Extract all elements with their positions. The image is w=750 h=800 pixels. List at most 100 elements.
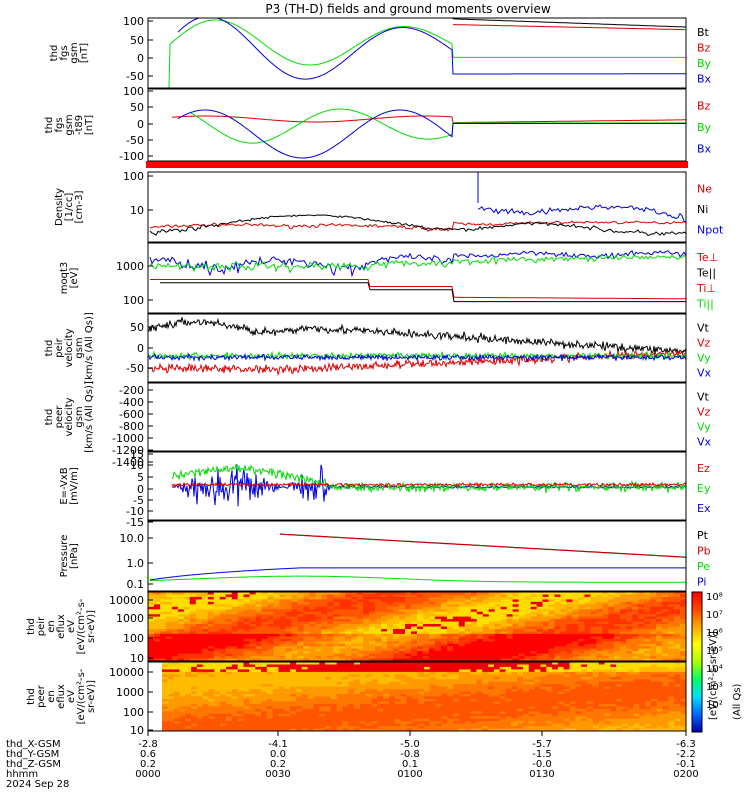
heat-cell xyxy=(602,611,609,615)
heat-cell xyxy=(614,656,621,660)
heat-cell xyxy=(482,643,490,647)
heat-cell xyxy=(424,684,431,688)
heat-cell xyxy=(225,643,233,647)
heat-cell xyxy=(351,604,358,608)
heat-cell xyxy=(632,604,639,608)
heat-cell xyxy=(440,619,448,623)
heat-cell xyxy=(171,646,179,650)
heat-cell xyxy=(255,636,263,640)
heat-cell xyxy=(162,662,169,666)
ytick-label: -100 xyxy=(119,150,144,163)
heat-cell xyxy=(557,684,565,688)
heat-cell xyxy=(345,629,352,633)
heat-cell xyxy=(476,681,483,685)
ytick-label: 0 xyxy=(137,118,144,131)
heat-cell xyxy=(546,676,553,680)
heat-cell xyxy=(171,624,179,628)
heat-cell xyxy=(255,699,262,703)
heat-cell xyxy=(592,684,600,688)
heat-cell xyxy=(183,592,191,596)
ytick-label: -1000 xyxy=(112,432,144,445)
heat-cell xyxy=(500,606,508,610)
heat-cell xyxy=(290,726,297,730)
heat-cell xyxy=(528,726,536,730)
heat-cell xyxy=(348,671,355,675)
heat-cell xyxy=(196,662,204,666)
heat-cell xyxy=(195,611,203,615)
heat-cell xyxy=(542,621,550,625)
heat-cell xyxy=(375,641,382,645)
heat-cell xyxy=(319,703,326,707)
heat-cell xyxy=(405,626,412,630)
heat-cell xyxy=(435,691,442,695)
heat-cell xyxy=(584,614,591,618)
heat-cell xyxy=(411,653,418,657)
heat-cell xyxy=(411,621,418,625)
heat-cell xyxy=(226,718,233,722)
heat-cell xyxy=(598,686,606,690)
heat-cell xyxy=(596,658,603,661)
heat-cell xyxy=(530,658,538,661)
heat-cell xyxy=(566,629,573,633)
heat-cell xyxy=(644,656,651,660)
heat-cell xyxy=(596,641,603,645)
heat-cell xyxy=(453,679,460,683)
heat-cell xyxy=(303,648,310,652)
heat-cell xyxy=(411,638,418,642)
heat-cell xyxy=(542,636,550,640)
heat-cell xyxy=(291,641,299,645)
heat-cell xyxy=(405,601,412,605)
heat-cell xyxy=(554,638,562,642)
heat-cell xyxy=(214,701,221,705)
heat-cell xyxy=(644,596,651,600)
heat-cell xyxy=(429,706,437,710)
heat-cell xyxy=(354,671,361,675)
heat-cell xyxy=(434,638,442,642)
heat-cell xyxy=(336,716,344,720)
heat-cell xyxy=(313,679,320,683)
heat-cell xyxy=(581,681,588,685)
heat-cell xyxy=(644,651,651,655)
heat-cell xyxy=(680,648,686,652)
heat-cell xyxy=(511,699,518,703)
heat-cell xyxy=(518,656,526,660)
heat-cell xyxy=(342,721,349,725)
heat-cell xyxy=(476,594,484,598)
heat-cell xyxy=(590,626,597,630)
heat-cell xyxy=(493,708,501,712)
heat-cell xyxy=(418,708,425,712)
heat-cell xyxy=(536,592,544,596)
heat-cell xyxy=(668,656,675,660)
heat-cell xyxy=(279,631,287,635)
heat-cell xyxy=(470,629,478,633)
heat-cell xyxy=(375,636,382,640)
heat-cell xyxy=(220,691,227,695)
heat-cell xyxy=(650,658,657,661)
heat-cell xyxy=(381,592,388,596)
heat-cell xyxy=(342,713,349,717)
heat-cell xyxy=(441,706,448,710)
heat-cell xyxy=(458,621,466,625)
heat-cell xyxy=(325,671,332,675)
heat-cell xyxy=(255,601,263,605)
heat-cell xyxy=(381,629,388,633)
heat-cell xyxy=(604,662,611,666)
heat-cell xyxy=(295,706,303,710)
heat-cell xyxy=(399,619,406,623)
heat-cell xyxy=(569,718,576,722)
heat-cell xyxy=(598,664,606,668)
heat-cell xyxy=(452,619,460,623)
heat-cell xyxy=(339,621,346,625)
heat-cell xyxy=(524,633,532,637)
heat-cell xyxy=(237,601,245,605)
heat-cell xyxy=(590,646,597,650)
heat-cell xyxy=(581,706,588,710)
heat-cell xyxy=(598,703,606,707)
heat-cell xyxy=(291,611,299,615)
heat-cell xyxy=(452,611,460,615)
heat-cell xyxy=(434,619,442,623)
heat-cell xyxy=(249,604,257,608)
heat-cell xyxy=(295,694,303,698)
heat-cell xyxy=(393,621,400,625)
